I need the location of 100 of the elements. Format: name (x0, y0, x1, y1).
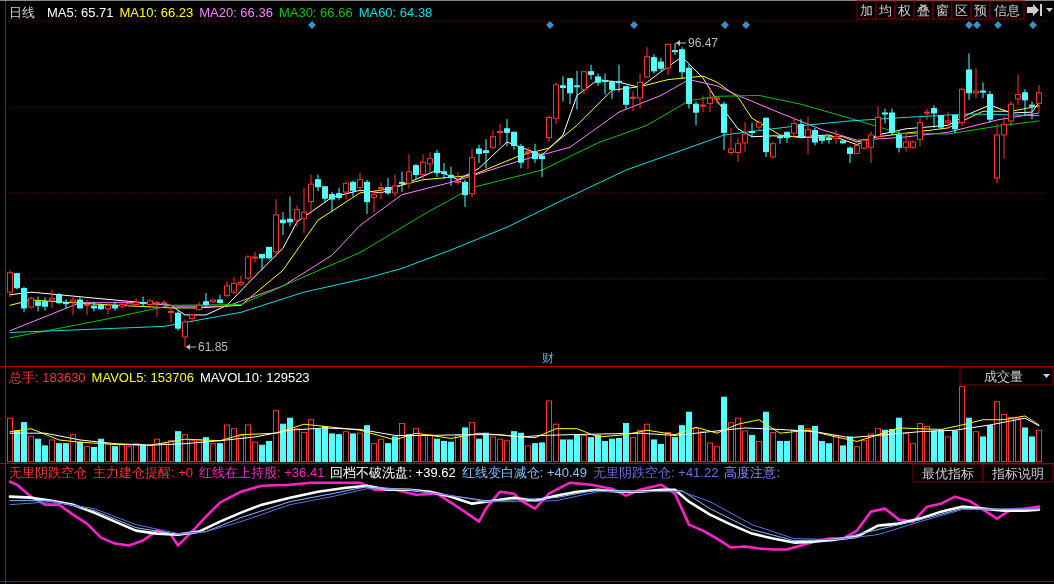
candlestick (462, 179, 468, 208)
candlestick (203, 292, 209, 307)
bar (469, 422, 475, 463)
series-label: 无里阴跌空仓: +41.22 (593, 465, 719, 480)
annotation: 财 (542, 351, 554, 365)
text: 成交量 (983, 369, 1023, 384)
candlestick (588, 64, 594, 81)
candlestick (371, 190, 377, 213)
bar (343, 431, 349, 463)
text: MA10: 66.23 (119, 5, 194, 20)
annotation: 加 (860, 3, 873, 18)
candlestick (84, 299, 90, 316)
candlestick (49, 288, 55, 309)
bar (798, 425, 804, 463)
bar (364, 425, 370, 463)
text: 总手: 183630 (8, 370, 86, 385)
candlestick (112, 301, 118, 312)
annotation: 61.85 (198, 340, 229, 355)
bar (406, 434, 412, 463)
candlestick (217, 294, 223, 305)
text: MA20: 66.36 (199, 5, 273, 20)
bar (749, 434, 755, 463)
candlestick (805, 116, 811, 155)
bar (140, 444, 146, 463)
text: MAVOL10: 129523 (199, 370, 310, 385)
candlestick (392, 173, 398, 197)
bar (77, 441, 83, 463)
candlestick (700, 94, 706, 113)
candlestick (497, 123, 503, 146)
series-label: 红线变白减仓: +40.49 (461, 465, 588, 480)
bar (217, 443, 223, 463)
candlestick (399, 171, 405, 193)
candlestick (1036, 84, 1042, 113)
candlestick (490, 129, 496, 150)
candlestick (140, 296, 146, 308)
candlestick (980, 81, 986, 99)
candlestick (945, 111, 951, 130)
candlestick (448, 166, 454, 187)
chart-subtitle: 主力建仓提醒: +0 (93, 465, 194, 480)
candlestick (1022, 88, 1028, 117)
series-label: 回档不破洗盘: +39.62 (330, 465, 456, 480)
text: 高度注意: (724, 465, 781, 480)
candlestick (896, 130, 902, 154)
bar (28, 435, 34, 463)
candlestick (525, 146, 531, 170)
text: 最优指标 (922, 466, 974, 481)
bar (805, 428, 811, 463)
bar (581, 434, 587, 463)
candlestick (357, 172, 363, 193)
bar (770, 431, 776, 463)
candlestick (833, 129, 839, 145)
candlestick (70, 294, 76, 316)
bar (357, 432, 363, 463)
bar (756, 440, 762, 463)
bar (105, 443, 111, 463)
bar (84, 446, 90, 463)
candlestick (168, 307, 174, 324)
text: MA5: 65.71 (47, 5, 114, 20)
candlestick (364, 179, 370, 215)
candlestick (21, 286, 27, 313)
candlestick (1015, 73, 1021, 106)
candlestick (931, 104, 937, 129)
candlestick (1029, 101, 1035, 120)
annotation: 区 (955, 3, 968, 18)
bar (399, 422, 405, 463)
bar (462, 427, 468, 463)
bar (455, 434, 461, 463)
bar (210, 443, 216, 463)
chart-title: 无里阴跌空仓 (9, 465, 87, 480)
bar (665, 431, 671, 463)
bar (350, 433, 356, 463)
candlestick (1008, 101, 1014, 127)
candlestick (385, 177, 391, 196)
candlestick (791, 116, 797, 139)
candlestick (105, 301, 111, 315)
candlestick (798, 118, 804, 139)
annotation: 权 (897, 3, 911, 18)
candlestick (644, 46, 650, 79)
bar (525, 445, 531, 463)
candlestick (378, 181, 384, 200)
bar (833, 434, 839, 463)
bar (70, 434, 76, 463)
candlestick (693, 101, 699, 126)
candlestick (665, 43, 671, 76)
bar (112, 446, 118, 463)
text: MA60: 64.38 (358, 5, 433, 20)
candlestick (847, 145, 853, 164)
candlestick (973, 67, 979, 99)
annotation: 叠 (917, 3, 930, 18)
chart-title: 日线 (9, 5, 35, 20)
candlestick (966, 52, 972, 101)
bar (273, 410, 279, 463)
bar (763, 411, 769, 463)
text: MA30: 66.66 (278, 5, 353, 20)
annotation: 均 (878, 3, 892, 18)
bar (791, 429, 797, 463)
bar (49, 439, 55, 463)
bar (7, 417, 13, 463)
text: MAVOL5: 153706 (91, 370, 194, 385)
text: 指标说明 (991, 466, 1044, 481)
